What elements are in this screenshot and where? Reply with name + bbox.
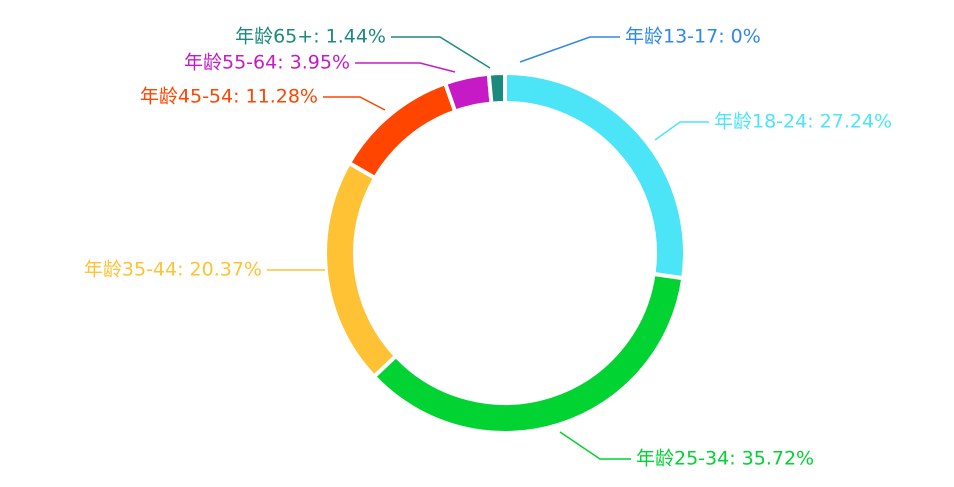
slice-label: 年龄25-34: 35.72% — [636, 448, 814, 470]
leader-line — [355, 62, 456, 73]
slice-label: 年龄13-17: 0% — [625, 26, 761, 48]
slice-label: 年龄45-54: 11.28% — [140, 86, 318, 108]
slice-label: 年龄18-24: 27.24% — [714, 111, 892, 133]
slice — [503, 71, 687, 281]
slice — [372, 272, 686, 435]
slice — [323, 161, 398, 379]
leader-line — [519, 36, 620, 63]
leader-line — [323, 96, 386, 111]
slice-label: 年龄35-44: 20.37% — [84, 259, 262, 281]
slice-label: 年龄65+: 1.44% — [235, 26, 386, 48]
slice — [486, 71, 507, 106]
slice — [347, 81, 458, 181]
leader-line — [654, 121, 709, 141]
leader-line — [391, 36, 491, 69]
slice — [443, 71, 494, 114]
leader-line — [559, 431, 631, 460]
slice-label: 年龄55-64: 3.95% — [184, 52, 350, 74]
